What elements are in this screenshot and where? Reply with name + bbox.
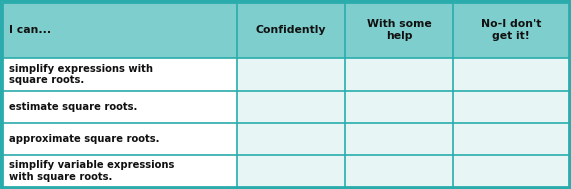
- Bar: [453, 123, 569, 155]
- Bar: [238, 58, 345, 91]
- Text: simplify expressions with
square roots.: simplify expressions with square roots.: [9, 64, 153, 85]
- Text: With some
help: With some help: [367, 19, 431, 41]
- Bar: [2, 91, 238, 123]
- Text: simplify variable expressions
with square roots.: simplify variable expressions with squar…: [9, 160, 174, 182]
- Bar: [453, 91, 569, 123]
- Bar: [345, 123, 453, 155]
- Bar: [345, 155, 453, 187]
- Text: approximate square roots.: approximate square roots.: [9, 134, 159, 144]
- Bar: [2, 2, 238, 58]
- Bar: [453, 2, 569, 58]
- Bar: [345, 58, 453, 91]
- Bar: [238, 2, 345, 58]
- Bar: [453, 58, 569, 91]
- Bar: [238, 91, 345, 123]
- Text: I can...: I can...: [9, 25, 51, 35]
- Bar: [2, 155, 238, 187]
- Text: estimate square roots.: estimate square roots.: [9, 102, 137, 112]
- Bar: [2, 123, 238, 155]
- Bar: [2, 58, 238, 91]
- Bar: [238, 155, 345, 187]
- Text: Confidently: Confidently: [256, 25, 327, 35]
- Bar: [453, 155, 569, 187]
- Text: No-I don't
get it!: No-I don't get it!: [481, 19, 541, 41]
- Bar: [345, 2, 453, 58]
- Bar: [345, 91, 453, 123]
- Bar: [238, 123, 345, 155]
